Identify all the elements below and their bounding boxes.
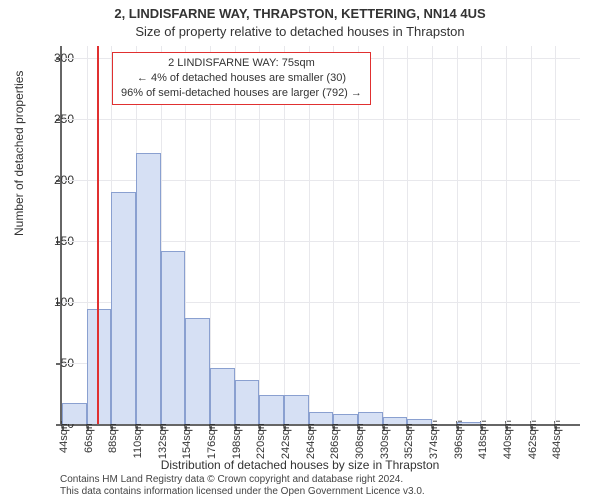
- chart-title-sub: Size of property relative to detached ho…: [0, 24, 600, 39]
- histogram-bar: [161, 251, 186, 424]
- histogram-bar: [284, 395, 309, 424]
- annotation-line: 2 LINDISFARNE WAY: 75sqm: [121, 56, 362, 71]
- x-tick-label: 88sqm: [107, 420, 119, 453]
- annotation-box: 2 LINDISFARNE WAY: 75sqm ← 4% of detache…: [112, 52, 371, 105]
- histogram-bar: [309, 412, 334, 424]
- grid-line-v: [432, 46, 433, 424]
- annotation-line: ← 4% of detached houses are smaller (30): [121, 71, 362, 86]
- x-tick-label: 484sqm: [551, 420, 563, 459]
- marker-line: [97, 46, 99, 424]
- plot-area: 44sqm66sqm88sqm110sqm132sqm154sqm176sqm1…: [60, 46, 580, 426]
- histogram-bar: [333, 414, 358, 424]
- histogram-bar: [457, 422, 482, 424]
- x-tick-label: 330sqm: [379, 420, 391, 459]
- x-tick-label: 66sqm: [83, 420, 95, 453]
- x-tick-label: 374sqm: [428, 420, 440, 459]
- x-tick-label: 308sqm: [354, 420, 366, 459]
- histogram-bar: [210, 368, 235, 424]
- annotation-line: 96% of semi-detached houses are larger (…: [121, 86, 362, 101]
- x-axis-label: Distribution of detached houses by size …: [0, 458, 600, 472]
- grid-line-v: [481, 46, 482, 424]
- grid-line-h: [62, 119, 580, 120]
- grid-line-v: [531, 46, 532, 424]
- histogram-bar: [259, 395, 284, 424]
- x-tick-label: 440sqm: [502, 420, 514, 459]
- grid-line-v: [383, 46, 384, 424]
- histogram-bar: [87, 309, 112, 424]
- x-tick-label: 154sqm: [181, 420, 193, 459]
- chart-container: 2, LINDISFARNE WAY, THRAPSTON, KETTERING…: [0, 0, 600, 500]
- footnote-line: This data contains information licensed …: [60, 486, 425, 498]
- x-tick-label: 132sqm: [157, 420, 169, 459]
- histogram-bar: [62, 403, 87, 424]
- footnote: Contains HM Land Registry data © Crown c…: [60, 474, 425, 498]
- grid-line-v: [555, 46, 556, 424]
- grid-line-v: [506, 46, 507, 424]
- x-tick-label: 110sqm: [132, 420, 144, 458]
- histogram-bar: [407, 419, 432, 424]
- y-axis-label: Number of detached properties: [12, 71, 26, 236]
- x-tick-label: 286sqm: [329, 420, 341, 459]
- histogram-bar: [235, 380, 260, 424]
- footnote-line: Contains HM Land Registry data © Crown c…: [60, 474, 425, 486]
- x-tick-label: 220sqm: [255, 420, 267, 459]
- x-tick-label: 418sqm: [477, 420, 489, 459]
- histogram-bar: [111, 192, 136, 424]
- histogram-bar: [383, 417, 408, 424]
- x-tick-label: 462sqm: [527, 420, 539, 459]
- x-tick-label: 352sqm: [403, 420, 415, 459]
- histogram-bar: [136, 153, 161, 424]
- chart-title-main: 2, LINDISFARNE WAY, THRAPSTON, KETTERING…: [0, 6, 600, 21]
- grid-line-v: [407, 46, 408, 424]
- x-tick-label: 198sqm: [231, 420, 243, 459]
- histogram-bar: [185, 318, 210, 424]
- x-tick-label: 176sqm: [206, 420, 218, 459]
- x-tick-label: 396sqm: [453, 420, 465, 459]
- x-tick-label: 242sqm: [280, 420, 292, 459]
- histogram-bar: [358, 412, 383, 424]
- x-tick-label: 264sqm: [305, 420, 317, 459]
- grid-line-v: [457, 46, 458, 424]
